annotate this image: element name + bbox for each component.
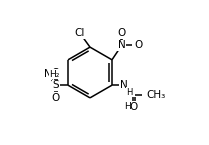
Text: N: N <box>120 80 127 90</box>
Text: S: S <box>52 80 59 90</box>
Text: N: N <box>44 69 52 79</box>
Text: H: H <box>126 88 133 97</box>
Text: O: O <box>130 102 138 112</box>
Text: O: O <box>134 40 143 50</box>
Text: Cl: Cl <box>75 28 85 38</box>
Text: N: N <box>117 40 125 50</box>
Text: H: H <box>124 102 131 112</box>
Text: O: O <box>117 28 126 38</box>
Text: O: O <box>52 68 60 78</box>
Text: CH₃: CH₃ <box>146 90 165 100</box>
Text: O: O <box>52 93 60 103</box>
Text: H₂: H₂ <box>50 70 60 79</box>
